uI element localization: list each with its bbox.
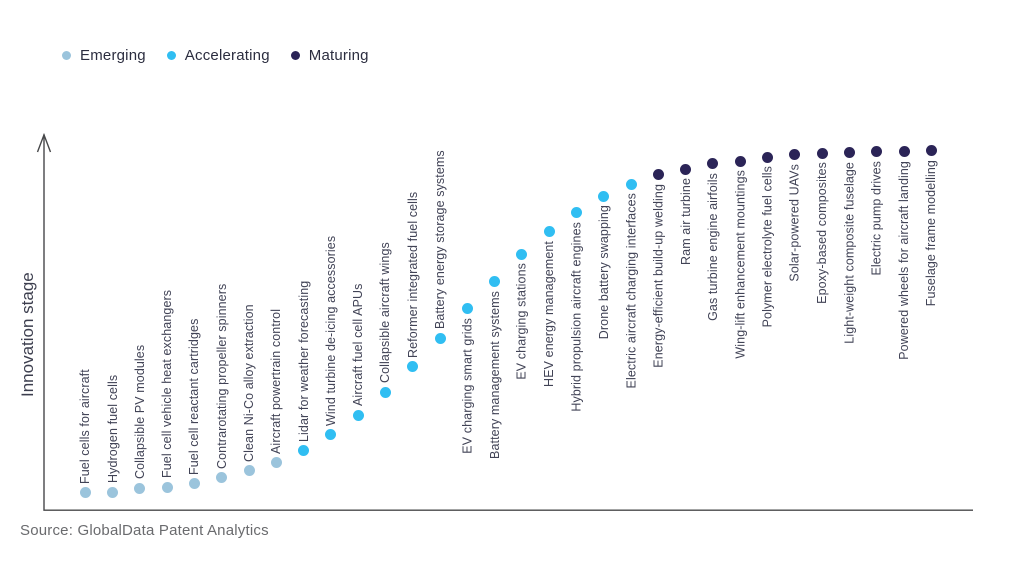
point-label: Contrarotating propeller spinners	[214, 283, 229, 469]
legend-label: Maturing	[308, 47, 369, 64]
data-point	[843, 147, 855, 159]
point-label: Powered wheels for aircraft landing	[897, 160, 911, 360]
data-point	[107, 486, 119, 498]
point-label: Hydrogen fuel cells	[105, 374, 120, 484]
data-point	[925, 145, 937, 157]
accelerating-dot-icon	[166, 51, 176, 60]
point-label: HEV energy management	[542, 240, 557, 387]
data-point	[461, 303, 473, 315]
point-label: Electric pump drives	[869, 160, 884, 276]
data-point	[243, 465, 255, 477]
legend-item-emerging: Emerging	[62, 47, 146, 64]
legend-label: Accelerating	[184, 47, 270, 64]
data-point	[516, 248, 528, 260]
point-label: Wing-lift enhancement mountings	[733, 170, 748, 359]
point-label: Reformer integrated fuel cells	[405, 191, 420, 358]
point-label: Polymer electrolyte fuel cells	[760, 166, 775, 328]
point-label: Energy-efficient build-up welding	[651, 183, 666, 368]
point-label: EV charging stations	[514, 263, 529, 380]
point-label: EV charging smart grids	[460, 317, 475, 454]
data-point	[871, 146, 883, 158]
point-label: Epoxy-based composites	[815, 162, 830, 305]
point-label: Gas turbine engine airfoils	[705, 172, 720, 321]
point-label: Aircraft powertrain control	[269, 308, 284, 454]
data-point	[898, 146, 910, 158]
legend-label: Emerging	[80, 47, 146, 64]
point-label: Ram air turbine	[678, 178, 693, 266]
data-point	[434, 332, 446, 344]
data-point	[161, 481, 173, 493]
point-label: Electric aircraft charging interfaces	[624, 193, 639, 389]
point-label: Wind turbine de-icing accessories	[323, 235, 338, 426]
data-point	[379, 386, 391, 398]
y-axis-label: Innovation stage	[18, 272, 37, 397]
data-point	[270, 457, 282, 469]
legend-item-maturing: Maturing	[290, 47, 369, 64]
point-label: Hybrid propulsion aircraft engines	[569, 221, 584, 412]
point-label: Light-weight composite fuselage	[842, 161, 857, 344]
legend: Emerging Accelerating Maturing	[62, 47, 390, 64]
data-point	[598, 190, 610, 202]
data-point	[352, 409, 364, 421]
point-label: Aircraft fuel cell APUs	[351, 283, 366, 407]
data-point	[571, 207, 583, 219]
data-point	[543, 226, 555, 238]
data-point	[762, 151, 774, 163]
data-point	[789, 149, 801, 161]
point-label: Collapsible PV modules	[132, 345, 147, 480]
point-label: Lidar for weather forecasting	[296, 280, 311, 442]
data-point	[625, 178, 637, 190]
point-label: Battery management systems	[487, 290, 502, 459]
data-point	[652, 169, 664, 181]
legend-item-accelerating: Accelerating	[166, 47, 270, 64]
data-point	[816, 147, 828, 159]
point-label: Battery energy storage systems	[433, 150, 448, 330]
data-point	[216, 472, 228, 484]
maturing-dot-icon	[290, 51, 300, 60]
point-label: Clean Ni-Co alloy extraction	[242, 303, 257, 462]
data-point	[298, 445, 310, 457]
data-point	[407, 361, 419, 373]
point-label: Solar-powered UAVs	[787, 163, 802, 282]
point-label: Drone battery swapping	[596, 205, 611, 340]
point-label: Fuselage frame modelling	[924, 159, 939, 307]
point-label: Collapsible aircraft wings	[378, 242, 393, 384]
data-point	[734, 155, 746, 167]
data-point	[680, 163, 692, 175]
y-axis-line-and-x-axis-line	[43, 134, 973, 511]
y-axis-arrowhead	[36, 132, 52, 153]
emerging-dot-icon	[62, 51, 71, 60]
point-label: Fuel cells for aircraft	[78, 369, 93, 484]
point-label: Fuel cell reactant cartridges	[187, 318, 202, 475]
data-point	[707, 158, 719, 170]
data-point	[79, 487, 91, 499]
point-label: Fuel cell vehicle heat exchangers	[160, 289, 175, 478]
data-point	[188, 478, 200, 490]
data-point	[489, 276, 501, 287]
data-point	[134, 482, 146, 494]
data-point	[325, 429, 337, 441]
source-attribution: Source: GlobalData Patent Analytics	[20, 522, 269, 539]
